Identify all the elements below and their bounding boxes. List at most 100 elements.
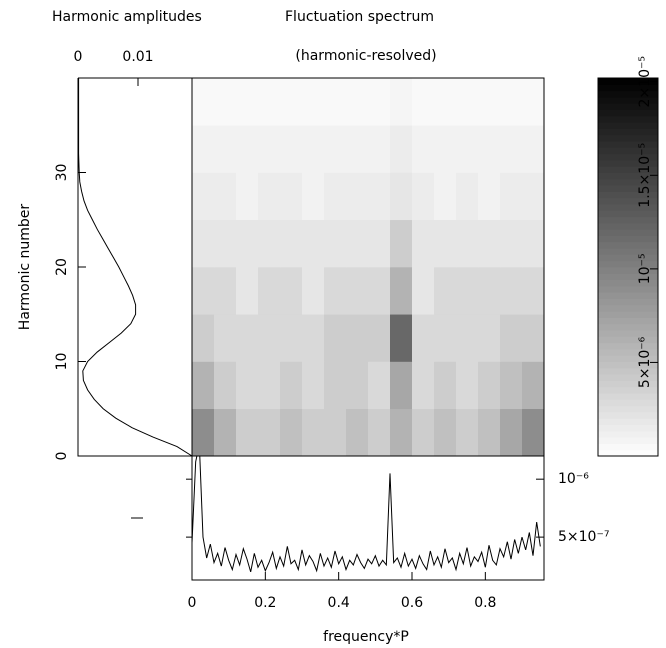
colorbar-step: [598, 216, 658, 224]
x-tick-label: 0.01: [122, 49, 153, 65]
y-tick-label: 30: [54, 164, 70, 182]
heat-cell: [346, 172, 369, 221]
heat-cell: [280, 314, 303, 362]
colorbar-step: [598, 330, 658, 337]
heat-cell: [192, 267, 215, 315]
heat-cell: [236, 408, 259, 457]
heat-cell: [500, 408, 523, 457]
colorbar-step: [598, 311, 658, 318]
heat-cell: [390, 172, 413, 221]
heat-cell: [346, 314, 369, 362]
heat-cell: [214, 78, 237, 126]
colorbar-step: [598, 418, 658, 425]
colorbar-step: [598, 109, 658, 117]
colorbar-step: [598, 103, 658, 110]
colorbar-step: [598, 437, 658, 444]
heat-cell: [214, 267, 237, 315]
heat-cell: [192, 219, 215, 268]
heat-cell: [302, 267, 325, 315]
heat-cell: [346, 361, 369, 410]
heat-cell: [522, 219, 545, 268]
heat-cell: [302, 219, 325, 268]
heat-cell: [500, 219, 523, 268]
profile-title: Harmonic amplitudes: [52, 9, 202, 25]
heat-cell: [456, 172, 479, 221]
heat-cell: [236, 361, 259, 410]
colorbar-step: [598, 141, 658, 148]
colorbar-step: [598, 235, 658, 243]
colorbar-step: [598, 204, 658, 211]
heat-cell: [214, 172, 237, 221]
heat-cell: [456, 361, 479, 410]
spectrum-line: [192, 456, 541, 573]
heat-cell: [214, 314, 237, 362]
colorbar-step: [598, 210, 658, 218]
heat-cell: [500, 314, 523, 362]
colorbar-step: [598, 128, 658, 136]
heat-cell: [346, 219, 369, 268]
heat-cell: [258, 267, 281, 315]
colorbar-step: [598, 317, 658, 325]
heat-cell: [368, 361, 391, 410]
heat-cell: [258, 125, 281, 173]
heat-cell: [522, 172, 545, 221]
heat-cell: [368, 267, 391, 315]
heat-cell: [192, 314, 215, 362]
heat-cell: [368, 125, 391, 173]
x-tick-label: 0: [188, 595, 197, 611]
heat-cell: [478, 125, 501, 173]
colorbar-step: [598, 172, 658, 180]
heat-cell: [390, 125, 413, 173]
colorbar-step: [598, 304, 658, 312]
colorbar-step: [598, 367, 658, 375]
heat-cell: [390, 314, 413, 362]
colorbar-step: [598, 90, 658, 98]
y-tick-label: 10⁻⁶: [558, 471, 589, 487]
heat-cell: [214, 219, 237, 268]
heat-cell: [456, 219, 479, 268]
heat-cell: [434, 125, 457, 173]
heat-cell: [324, 219, 347, 268]
heat-cell: [258, 361, 281, 410]
y-tick-label: 20: [54, 258, 70, 276]
heat-cell: [324, 267, 347, 315]
heat-cell: [434, 314, 457, 362]
heat-cell: [324, 408, 347, 457]
heatmap-cells: [192, 78, 545, 457]
colorbar-step: [598, 248, 658, 255]
colorbar-step: [598, 424, 658, 432]
x-tick-label: 0.4: [328, 595, 350, 611]
heat-cell: [412, 267, 435, 315]
colorbar-step: [598, 191, 658, 199]
heat-cell: [500, 172, 523, 221]
colorbar-step: [598, 380, 658, 388]
heat-cell: [412, 78, 435, 126]
heat-cell: [280, 172, 303, 221]
heatmap-title: Fluctuation spectrum: [285, 9, 434, 25]
x-tick-label: 0.2: [254, 595, 276, 611]
heat-cell: [236, 78, 259, 126]
colorbar-step: [598, 449, 658, 457]
colorbar-step: [598, 443, 658, 451]
heat-cell: [280, 219, 303, 268]
heat-cell: [258, 78, 281, 126]
heat-cell: [192, 125, 215, 173]
heat-cell: [434, 172, 457, 221]
colorbar-step: [598, 254, 658, 262]
heat-cell: [302, 125, 325, 173]
colorbar-tick-label: 1.5×10⁻⁵: [637, 143, 653, 208]
x-axis-label: frequency*P: [323, 629, 409, 645]
heat-cell: [192, 408, 215, 457]
heat-cell: [412, 314, 435, 362]
x-tick-label: 0.6: [401, 595, 423, 611]
heat-cell: [456, 125, 479, 173]
heat-cell: [368, 219, 391, 268]
colorbar-step: [598, 84, 658, 92]
heat-cell: [456, 314, 479, 362]
colorbar-step: [598, 355, 658, 362]
heat-cell: [236, 314, 259, 362]
heat-cell: [324, 172, 347, 221]
heat-cell: [522, 125, 545, 173]
colorbar-step: [598, 96, 658, 104]
